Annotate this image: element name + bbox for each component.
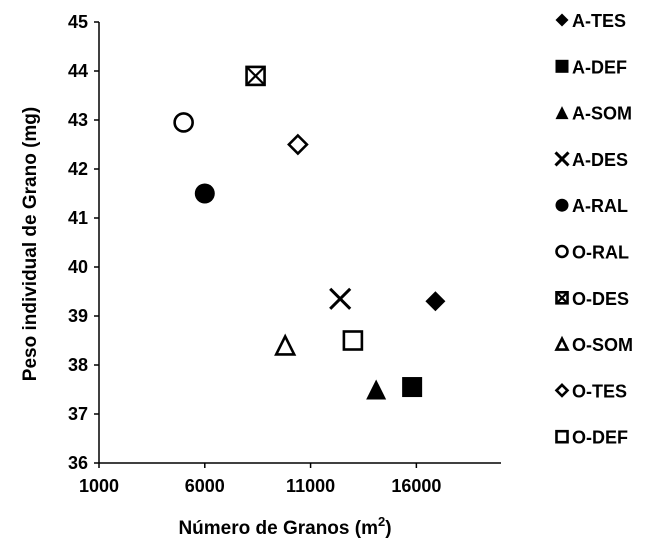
y-tick-label: 37 <box>68 404 88 424</box>
axes <box>94 21 501 468</box>
marker-shape <box>287 133 309 156</box>
legend-marker-a-des <box>554 151 570 167</box>
marker-shape <box>245 66 266 86</box>
legend-item: A-DES <box>554 150 628 170</box>
marker-shape <box>555 13 569 27</box>
marker-shape <box>425 291 446 312</box>
data-point-o-som <box>274 333 297 356</box>
marker-shape <box>366 379 387 400</box>
legend-marker-o-des <box>555 290 569 305</box>
marker-shape <box>173 112 194 133</box>
data-point-o-ral <box>173 112 194 133</box>
legend-marker-a-tes <box>555 13 569 27</box>
legend-label: O-DEF <box>572 428 628 448</box>
marker-shape <box>554 151 570 167</box>
x-axis-title-superscript: 2 <box>378 514 385 529</box>
legend-label: O-DES <box>572 289 629 309</box>
data-point-o-def <box>342 330 364 351</box>
data-point-a-des <box>329 287 352 310</box>
y-tick-label: 39 <box>68 306 88 326</box>
marker-shape <box>554 383 570 398</box>
data-points <box>173 65 446 400</box>
legend-marker-a-ral <box>555 198 569 212</box>
marker-shape <box>555 244 569 259</box>
legend-marker-a-def <box>555 59 569 73</box>
legend-label: O-SOM <box>572 335 633 355</box>
y-tick-label: 43 <box>68 110 88 130</box>
legend-label: O-RAL <box>572 243 629 263</box>
y-tick-label: 45 <box>68 12 88 32</box>
data-point-a-ral <box>194 183 215 204</box>
marker-shape <box>194 183 215 204</box>
legend-item: A-DEF <box>555 57 627 77</box>
x-tick-label: 6000 <box>185 476 225 496</box>
marker-shape <box>555 59 569 73</box>
marker-shape <box>274 333 297 356</box>
data-point-a-tes <box>425 291 446 312</box>
x-axis-title: Número de Granos (m2) <box>178 514 391 539</box>
x-axis-title-suffix: ) <box>385 518 391 539</box>
y-tick-label: 38 <box>68 355 88 375</box>
legend-marker-o-ral <box>555 244 569 259</box>
legend-item: A-RAL <box>555 196 628 216</box>
x-tick-label: 16000 <box>391 476 441 496</box>
data-point-a-def <box>402 377 423 398</box>
y-tick-label: 41 <box>68 208 88 228</box>
marker-shape <box>342 330 364 351</box>
tick-labels: 36 37 38 39 40 41 42 43 44 45 1000 6000 11000 16000 <box>68 12 441 496</box>
legend-item: O-TES <box>554 381 627 401</box>
legend-label: A-SOM <box>572 104 632 124</box>
legend-label: A-RAL <box>572 196 628 216</box>
legend-label: A-DES <box>572 150 628 170</box>
marker-shape <box>554 335 570 351</box>
legend-item: A-TES <box>555 11 626 31</box>
data-point-a-som <box>366 379 387 400</box>
legend-item: A-SOM <box>555 104 632 124</box>
legend-marker-o-def <box>555 429 569 444</box>
x-tick-label: 11000 <box>286 476 335 496</box>
data-point-o-tes <box>287 133 309 156</box>
y-tick-label: 42 <box>68 159 88 179</box>
legend-label: A-DEF <box>572 57 627 77</box>
legend: A-TES A-DEF A-SOM A-DES A-RAL O-RAL O-DES O-SOM… <box>554 11 633 448</box>
marker-shape <box>329 287 352 310</box>
legend-item: O-RAL <box>555 243 629 263</box>
legend-item: O-DEF <box>555 428 628 448</box>
legend-label: O-TES <box>572 381 627 401</box>
legend-marker-a-som <box>555 106 569 120</box>
y-axis-title: Peso individual de Grano (mg) <box>20 107 41 381</box>
marker-shape <box>555 198 569 212</box>
data-point-o-des <box>245 65 266 87</box>
y-tick-label: 40 <box>68 257 88 277</box>
marker-shape <box>555 106 569 120</box>
legend-item: O-SOM <box>554 335 633 355</box>
x-tick-label: 1000 <box>79 476 119 496</box>
x-axis-title-main: Número de Granos (m <box>178 518 378 539</box>
y-tick-label: 44 <box>68 61 88 81</box>
legend-item: O-DES <box>555 289 629 309</box>
marker-shape <box>555 291 569 305</box>
legend-label: A-TES <box>572 11 626 31</box>
marker-shape <box>402 377 423 398</box>
legend-marker-o-som <box>554 335 570 351</box>
marker-shape <box>555 429 569 444</box>
y-tick-label: 36 <box>68 453 88 473</box>
legend-marker-o-tes <box>554 383 570 398</box>
